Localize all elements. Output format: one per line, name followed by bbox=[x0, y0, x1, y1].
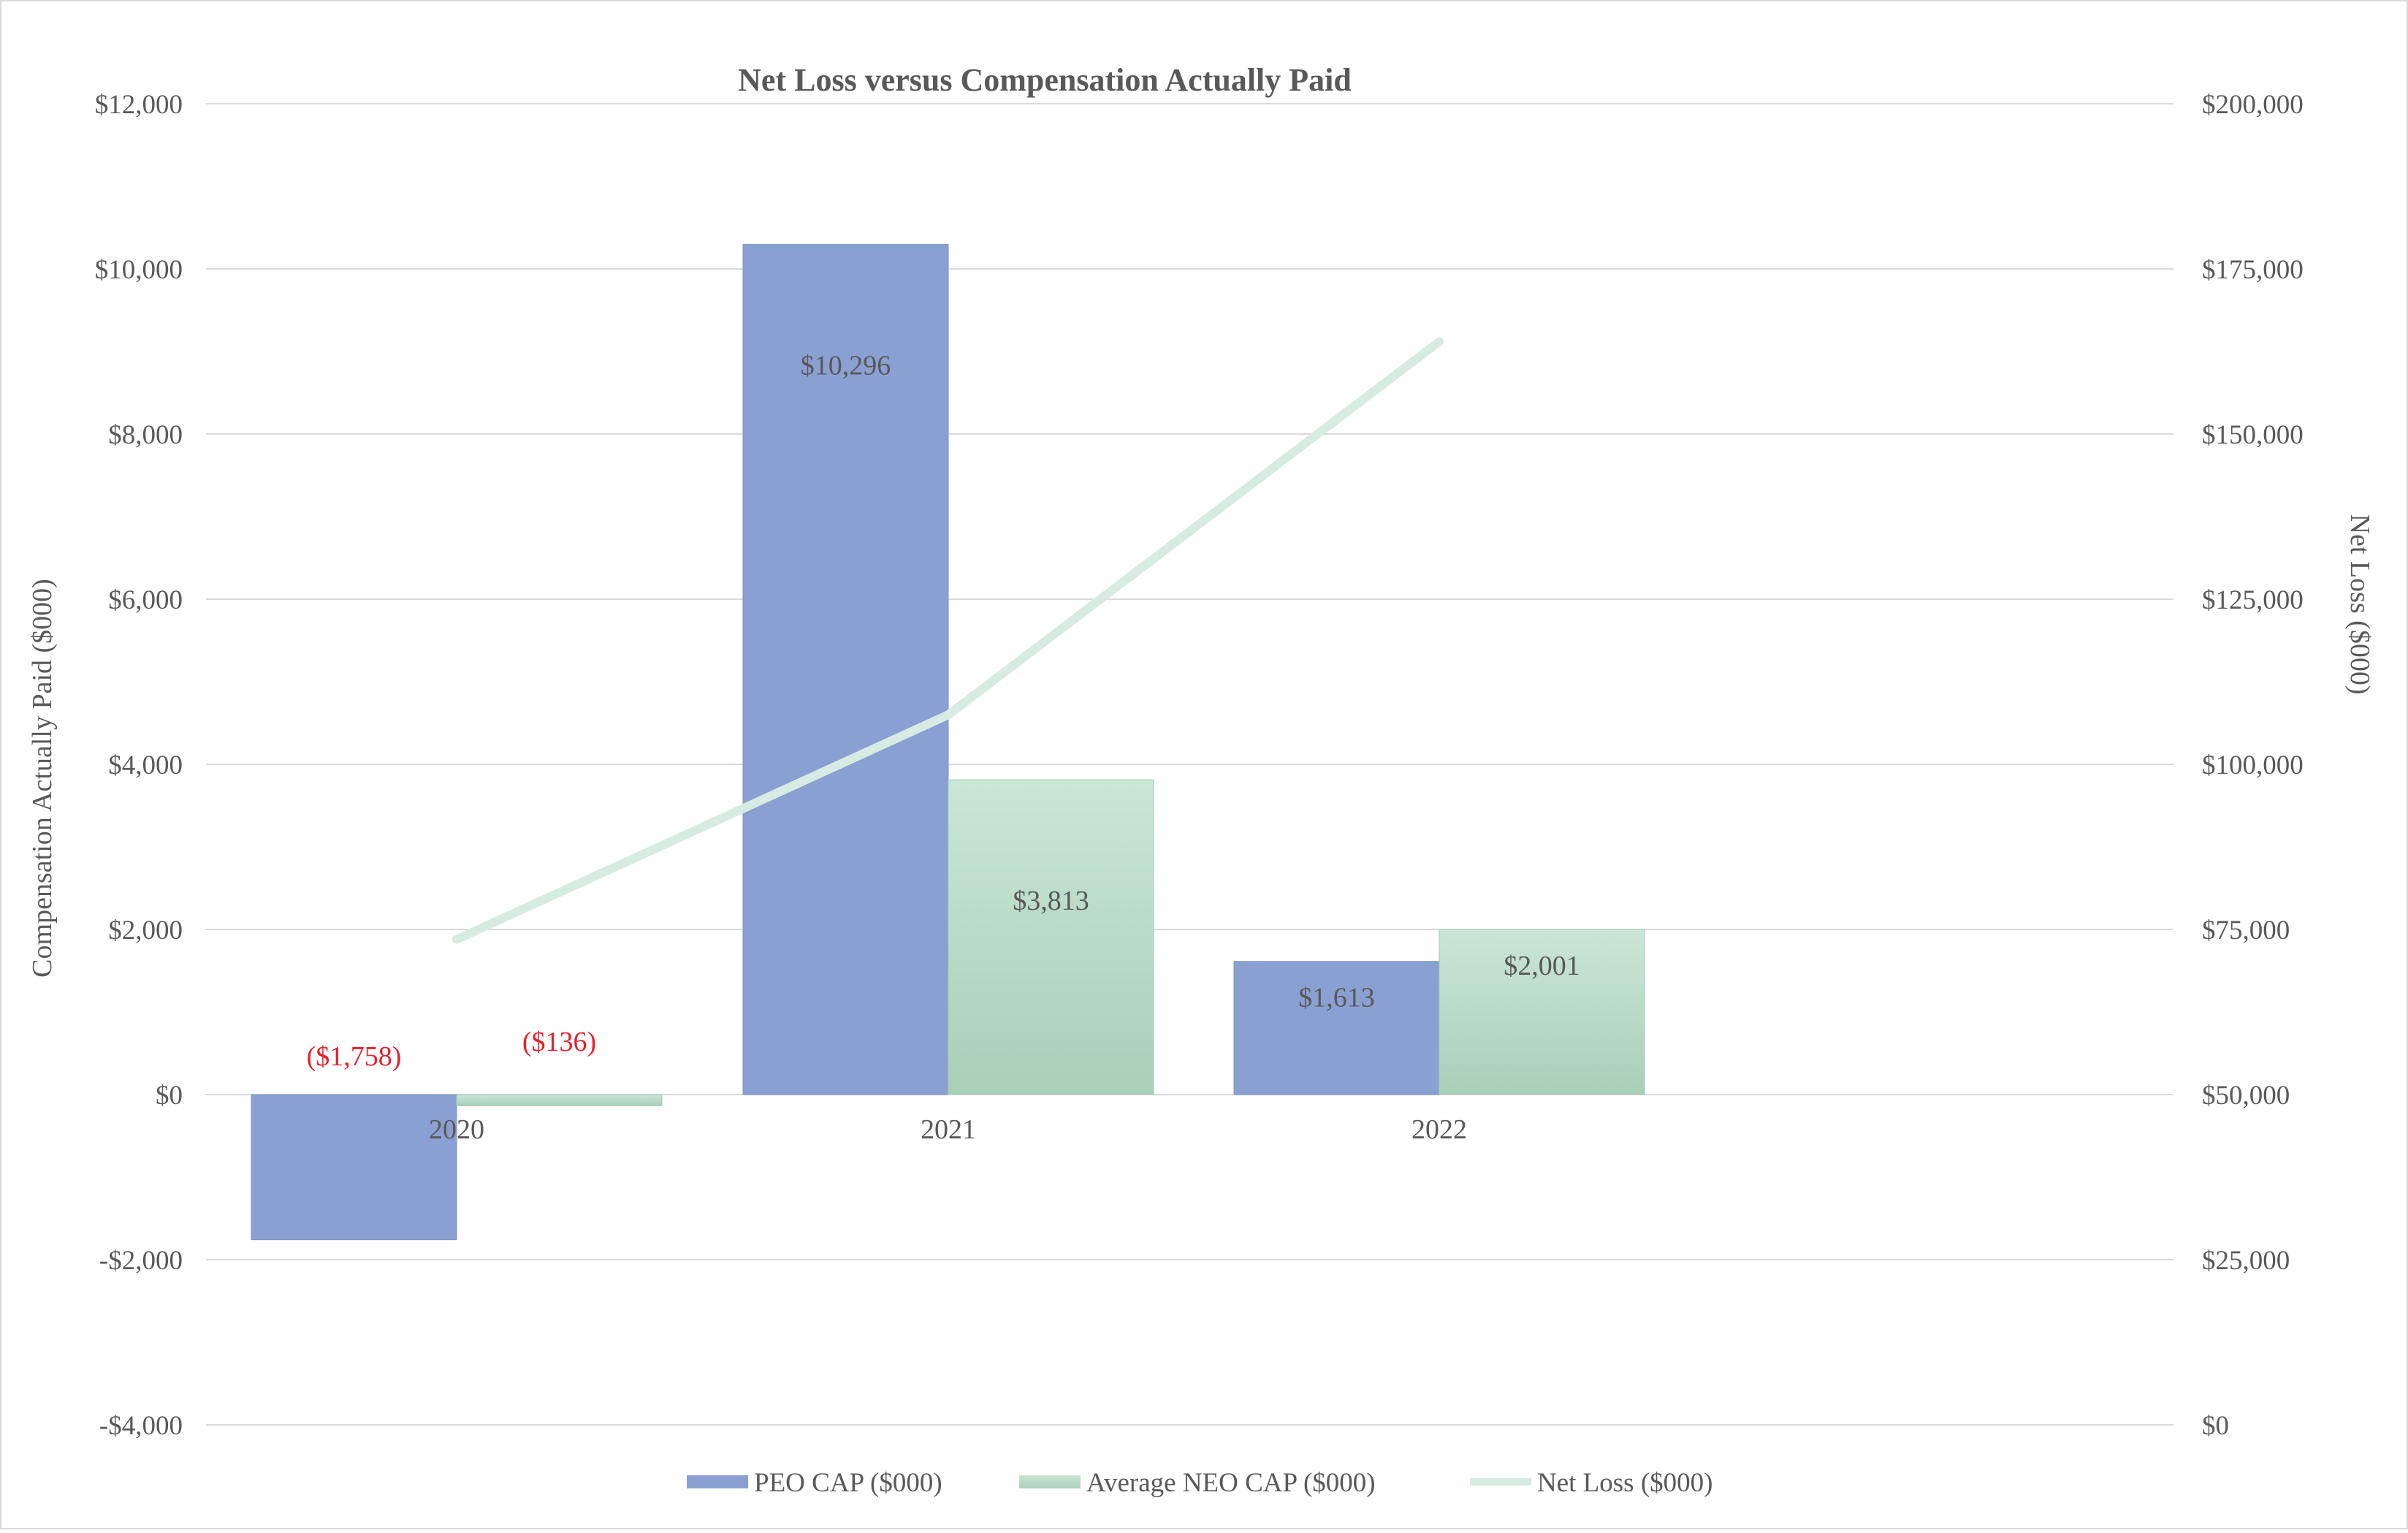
y-left-tick-label: $10,000 bbox=[95, 255, 183, 285]
right-axis-ticks: $200,000 $175,000 $150,000 $125,000 $100,000… bbox=[2202, 90, 2304, 1441]
y-right-tick-label: $75,000 bbox=[2202, 916, 2290, 946]
peo-cap-bar-2021 bbox=[742, 244, 949, 1095]
y-right-tick-label: $175,000 bbox=[2202, 255, 2304, 285]
y-right-tick-label: $50,000 bbox=[2202, 1081, 2290, 1111]
x-axis-labels: 2020 2021 2022 bbox=[429, 1114, 1467, 1145]
chart-title: Net Loss versus Compensation Actually Pa… bbox=[738, 62, 1352, 98]
y-right-tick-label: $100,000 bbox=[2202, 750, 2304, 780]
y-left-tick-label: $4,000 bbox=[108, 750, 183, 780]
y-left-tick-label: $2,000 bbox=[108, 916, 183, 946]
y-left-tick-label: -$2,000 bbox=[99, 1246, 183, 1276]
net-loss-line bbox=[452, 337, 1444, 944]
y-right-tick-label: $200,000 bbox=[2202, 90, 2304, 120]
y-right-axis-label: Net Loss ($000) bbox=[2344, 514, 2375, 695]
y-left-tick-label: $0 bbox=[156, 1081, 183, 1111]
grid-lines bbox=[206, 103, 2173, 1426]
y-right-tick-label: $150,000 bbox=[2202, 420, 2304, 450]
left-axis-ticks: $12,000 $10,000 $8,000 $6,000 $4,000 $2,000 $0… bbox=[95, 90, 183, 1441]
bars bbox=[251, 244, 1645, 1241]
legend-neo-label: Average NEO CAP ($000) bbox=[1086, 1468, 1376, 1498]
x-tick-label: 2022 bbox=[1411, 1114, 1467, 1145]
neo-data-label-2021: $3,813 bbox=[1013, 886, 1089, 916]
neo-cap-bar-2021 bbox=[948, 779, 1154, 1095]
net-loss-line-layer bbox=[452, 337, 1444, 944]
y-right-tick-label: $125,000 bbox=[2202, 585, 2304, 615]
peo-data-label-2020: ($1,758) bbox=[307, 1041, 402, 1072]
peo-data-label-2021: $10,296 bbox=[801, 351, 891, 381]
neo-data-label-2022: $2,001 bbox=[1504, 951, 1580, 981]
x-tick-label: 2021 bbox=[921, 1114, 976, 1145]
y-left-tick-label: $6,000 bbox=[108, 585, 183, 615]
legend-peo-swatch bbox=[687, 1475, 748, 1488]
y-left-axis-label: Compensation Actually Paid ($000) bbox=[27, 579, 58, 978]
legend-net-loss-label: Net Loss ($000) bbox=[1537, 1468, 1712, 1498]
x-tick-label: 2020 bbox=[429, 1114, 484, 1145]
neo-data-label-2020: ($136) bbox=[522, 1027, 596, 1057]
legend-neo-swatch bbox=[1019, 1475, 1081, 1488]
legend-peo-label: PEO CAP ($000) bbox=[754, 1468, 942, 1498]
neo-cap-bar-2020 bbox=[456, 1094, 663, 1106]
peo-cap-bar-2022 bbox=[1233, 961, 1440, 1095]
y-left-tick-label: $8,000 bbox=[108, 420, 183, 450]
y-left-tick-label: $12,000 bbox=[95, 90, 183, 120]
data-labels: ($1,758) $10,296 $1,613 ($136) $3,813 $2,001 bbox=[307, 351, 1580, 1072]
peo-cap-bar-2020 bbox=[251, 1094, 457, 1241]
y-right-tick-label: $25,000 bbox=[2202, 1246, 2290, 1276]
peo-data-label-2022: $1,613 bbox=[1298, 983, 1375, 1013]
y-left-tick-label: -$4,000 bbox=[99, 1411, 183, 1441]
legend: PEO CAP ($000) Average NEO CAP ($000) Net … bbox=[687, 1468, 1712, 1498]
y-right-tick-label: $0 bbox=[2202, 1411, 2229, 1441]
neo-cap-bar-2022 bbox=[1439, 929, 1645, 1095]
